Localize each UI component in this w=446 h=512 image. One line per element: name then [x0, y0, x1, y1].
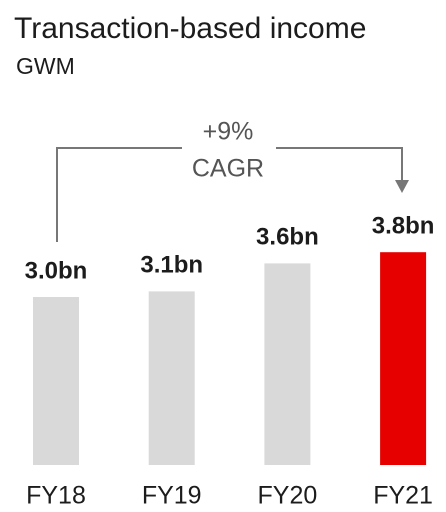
x-tick-label: FY18 [26, 482, 86, 510]
annotation: +9% [203, 118, 254, 146]
bar [264, 263, 311, 465]
value-label: 3.0bn [25, 257, 88, 284]
x-tick-label: FY21 [373, 482, 433, 510]
bar [380, 252, 427, 465]
chart-title: Transaction-based income [14, 12, 366, 45]
bar [148, 291, 195, 465]
cagr-bracket [56, 147, 403, 242]
value-label: 3.6bn [256, 224, 319, 251]
value-label: 3.1bn [140, 252, 203, 279]
bar [33, 297, 79, 465]
x-tick-label: FY19 [142, 482, 202, 510]
cagr-arrow [395, 180, 409, 193]
chart-subtitle: GWM [16, 53, 75, 79]
annotation: CAGR [192, 155, 264, 183]
value-label: 3.8bn [372, 213, 435, 240]
x-tick-label: FY20 [258, 482, 318, 510]
